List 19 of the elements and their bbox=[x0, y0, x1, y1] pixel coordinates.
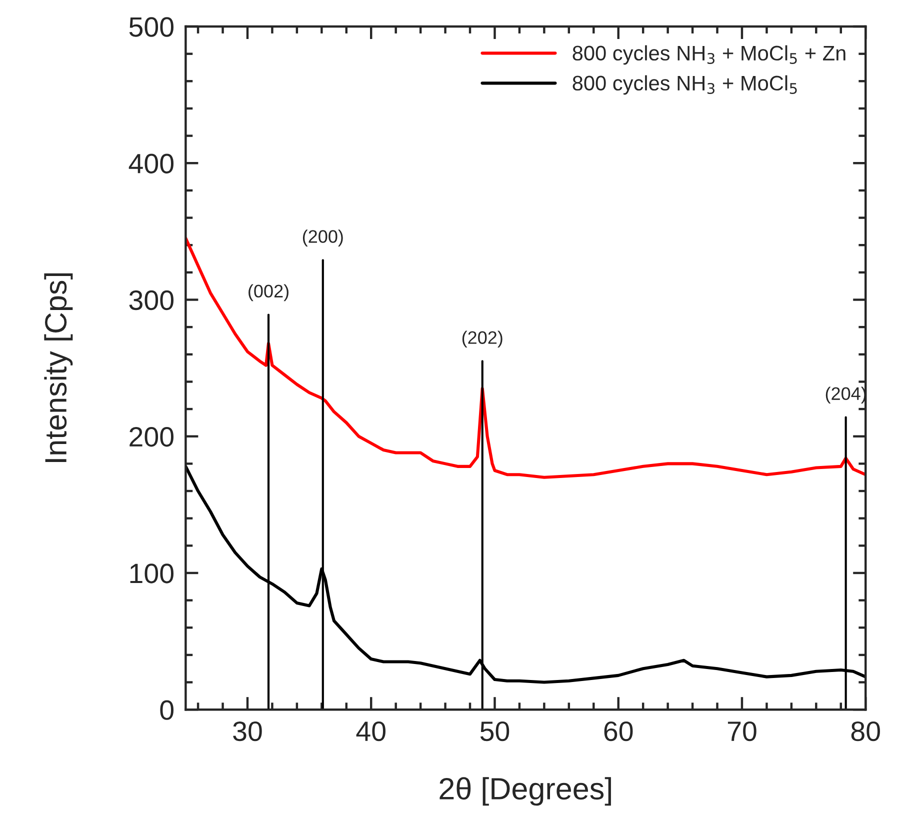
x-tick-label: 70 bbox=[728, 721, 756, 742]
x-axis-title: 2θ [Degrees] bbox=[440, 777, 611, 806]
series-label: (202) bbox=[462, 330, 502, 348]
series-label: (200) bbox=[302, 230, 343, 246]
y-tick-label: 100 bbox=[130, 564, 174, 584]
x-tick-label: 80 bbox=[851, 721, 880, 742]
y-tick-label: 200 bbox=[130, 427, 174, 447]
x-tick-label: 40 bbox=[356, 721, 386, 742]
y-tick-label: 0 bbox=[160, 700, 174, 720]
y-axis-title: Intensity [Cps] bbox=[44, 273, 73, 462]
y-tick-label: 300 bbox=[129, 290, 174, 310]
y-tick-label: 400 bbox=[128, 154, 174, 174]
x-tick-label: 30 bbox=[233, 721, 262, 742]
x-tick-label: 60 bbox=[604, 721, 633, 742]
legend-label: 800 cycles NH$_{3}$ + MoCl$_{5}$ + Zn bbox=[572, 45, 846, 65]
legend-label: 800 cycles NH$_{3}$ + MoCl$_{5}$ bbox=[572, 75, 797, 95]
x-tick-label: 50 bbox=[480, 721, 510, 742]
series-label: (002) bbox=[248, 284, 288, 302]
y-tick-label: 500 bbox=[129, 17, 174, 37]
